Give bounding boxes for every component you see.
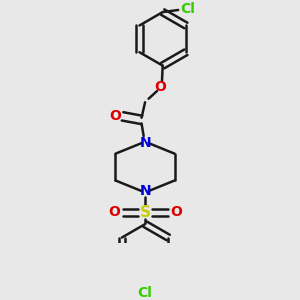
Text: O: O <box>154 80 166 94</box>
Text: N: N <box>139 136 151 150</box>
Text: S: S <box>140 205 151 220</box>
Text: O: O <box>170 205 182 219</box>
Text: O: O <box>110 110 122 123</box>
Text: Cl: Cl <box>138 286 152 300</box>
Text: Cl: Cl <box>180 2 195 16</box>
Text: O: O <box>108 205 120 219</box>
Text: N: N <box>139 184 151 198</box>
